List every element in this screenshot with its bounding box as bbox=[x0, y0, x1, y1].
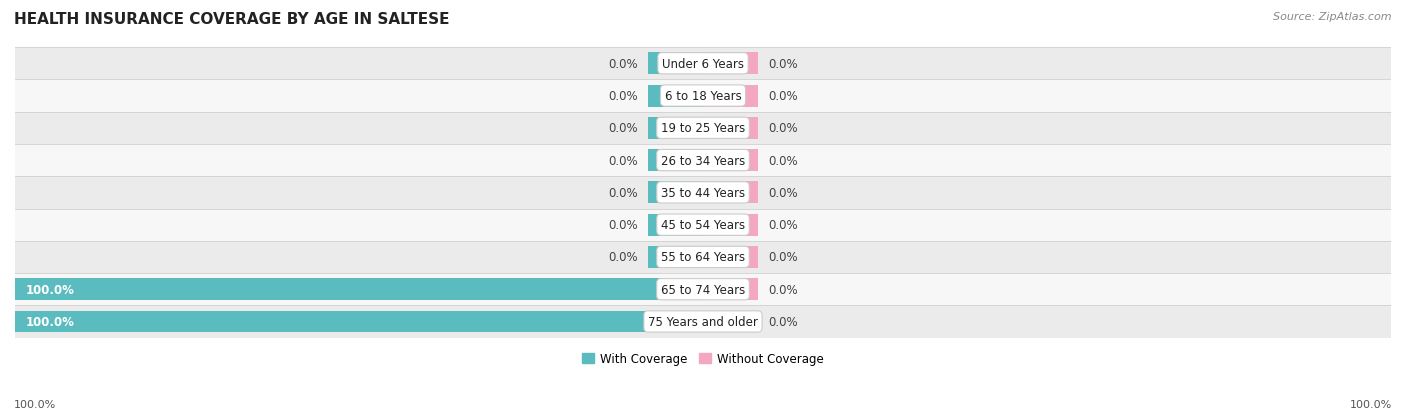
Bar bbox=[648, 214, 703, 236]
Text: 0.0%: 0.0% bbox=[768, 90, 799, 103]
Text: 45 to 54 Years: 45 to 54 Years bbox=[661, 218, 745, 232]
Text: Under 6 Years: Under 6 Years bbox=[662, 58, 744, 71]
Text: 0.0%: 0.0% bbox=[768, 122, 799, 135]
Text: 0.0%: 0.0% bbox=[607, 186, 638, 199]
Text: 0.0%: 0.0% bbox=[768, 315, 799, 328]
Bar bbox=[15, 48, 1391, 80]
Text: 100.0%: 100.0% bbox=[14, 399, 56, 409]
Text: 0.0%: 0.0% bbox=[607, 218, 638, 232]
Bar bbox=[15, 306, 1391, 338]
Bar bbox=[703, 214, 758, 236]
Text: 0.0%: 0.0% bbox=[768, 58, 799, 71]
Bar bbox=[703, 311, 758, 332]
Text: 0.0%: 0.0% bbox=[607, 90, 638, 103]
Bar bbox=[648, 85, 703, 107]
Text: 0.0%: 0.0% bbox=[768, 251, 799, 264]
Bar bbox=[15, 273, 1391, 306]
Bar bbox=[15, 112, 1391, 145]
Legend: With Coverage, Without Coverage: With Coverage, Without Coverage bbox=[578, 347, 828, 370]
Text: HEALTH INSURANCE COVERAGE BY AGE IN SALTESE: HEALTH INSURANCE COVERAGE BY AGE IN SALT… bbox=[14, 12, 450, 27]
Text: Source: ZipAtlas.com: Source: ZipAtlas.com bbox=[1274, 12, 1392, 22]
Bar bbox=[15, 241, 1391, 273]
Bar bbox=[15, 209, 1391, 241]
Text: 0.0%: 0.0% bbox=[607, 122, 638, 135]
Bar bbox=[15, 278, 703, 300]
Bar bbox=[15, 177, 1391, 209]
Text: 0.0%: 0.0% bbox=[768, 283, 799, 296]
Text: 0.0%: 0.0% bbox=[768, 186, 799, 199]
Bar bbox=[703, 53, 758, 75]
Bar bbox=[703, 85, 758, 107]
Text: 65 to 74 Years: 65 to 74 Years bbox=[661, 283, 745, 296]
Bar bbox=[15, 145, 1391, 177]
Bar bbox=[15, 311, 703, 332]
Bar bbox=[648, 182, 703, 204]
Text: 100.0%: 100.0% bbox=[25, 283, 75, 296]
Bar bbox=[703, 150, 758, 172]
Text: 0.0%: 0.0% bbox=[607, 58, 638, 71]
Text: 0.0%: 0.0% bbox=[607, 251, 638, 264]
Bar bbox=[703, 118, 758, 140]
Bar bbox=[648, 247, 703, 268]
Text: 100.0%: 100.0% bbox=[1350, 399, 1392, 409]
Text: 0.0%: 0.0% bbox=[768, 218, 799, 232]
Bar bbox=[703, 278, 758, 300]
Text: 26 to 34 Years: 26 to 34 Years bbox=[661, 154, 745, 167]
Text: 0.0%: 0.0% bbox=[607, 154, 638, 167]
Text: 0.0%: 0.0% bbox=[768, 154, 799, 167]
Bar bbox=[15, 80, 1391, 112]
Text: 55 to 64 Years: 55 to 64 Years bbox=[661, 251, 745, 264]
Bar bbox=[703, 182, 758, 204]
Bar bbox=[648, 53, 703, 75]
Text: 19 to 25 Years: 19 to 25 Years bbox=[661, 122, 745, 135]
Text: 6 to 18 Years: 6 to 18 Years bbox=[665, 90, 741, 103]
Bar bbox=[703, 247, 758, 268]
Bar bbox=[648, 150, 703, 172]
Bar bbox=[648, 118, 703, 140]
Text: 100.0%: 100.0% bbox=[25, 315, 75, 328]
Text: 75 Years and older: 75 Years and older bbox=[648, 315, 758, 328]
Text: 35 to 44 Years: 35 to 44 Years bbox=[661, 186, 745, 199]
